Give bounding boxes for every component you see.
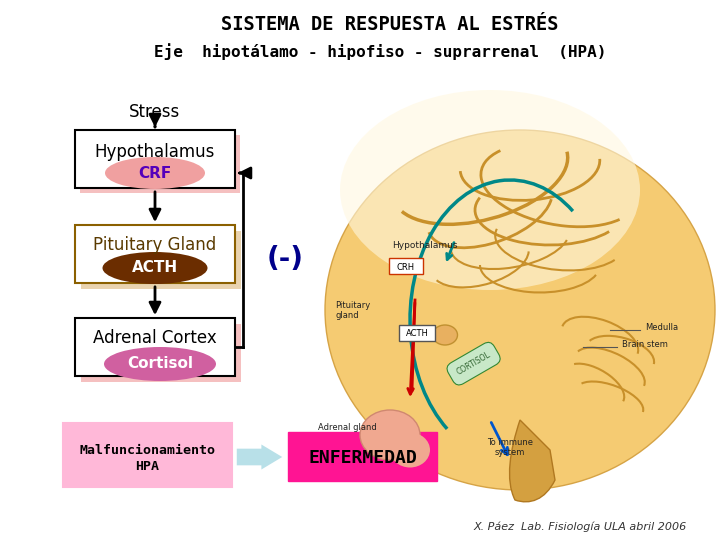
FancyBboxPatch shape xyxy=(288,432,437,481)
Ellipse shape xyxy=(360,410,420,460)
FancyBboxPatch shape xyxy=(81,324,241,382)
Text: Cortisol: Cortisol xyxy=(127,356,193,372)
Text: Medulla: Medulla xyxy=(645,323,678,332)
Ellipse shape xyxy=(104,347,216,381)
Ellipse shape xyxy=(325,130,715,490)
FancyBboxPatch shape xyxy=(63,423,232,487)
FancyBboxPatch shape xyxy=(75,225,235,283)
FancyBboxPatch shape xyxy=(81,231,241,289)
Ellipse shape xyxy=(340,90,640,290)
Text: Pituitary Gland: Pituitary Gland xyxy=(94,236,217,254)
Text: X. Páez  Lab. Fisiología ULA abril 2006: X. Páez Lab. Fisiología ULA abril 2006 xyxy=(473,522,687,532)
FancyBboxPatch shape xyxy=(389,258,423,274)
Text: Malfuncionamiento: Malfuncionamiento xyxy=(79,444,215,457)
Text: Adrenal gland: Adrenal gland xyxy=(318,423,377,432)
Text: Adrenal Cortex: Adrenal Cortex xyxy=(93,329,217,347)
Ellipse shape xyxy=(102,252,207,284)
Text: To immune
system: To immune system xyxy=(487,437,533,457)
FancyBboxPatch shape xyxy=(75,318,235,376)
Text: Stress: Stress xyxy=(130,103,181,121)
Text: CORTISOL: CORTISOL xyxy=(455,350,492,377)
PathPatch shape xyxy=(510,420,555,502)
Text: CRH: CRH xyxy=(397,262,415,272)
Ellipse shape xyxy=(105,157,205,189)
Text: ACTH: ACTH xyxy=(405,329,428,339)
Text: ACTH: ACTH xyxy=(132,260,178,275)
Text: Hypothalamus: Hypothalamus xyxy=(95,143,215,161)
Text: Pituitary
gland: Pituitary gland xyxy=(335,301,370,320)
FancyArrowPatch shape xyxy=(237,444,282,469)
Text: HPA: HPA xyxy=(135,461,160,474)
Text: (-): (-) xyxy=(266,245,304,273)
Text: Eje  hipotálamo - hipofiso - suprarrenal  (HPA): Eje hipotálamo - hipofiso - suprarrenal … xyxy=(154,44,606,60)
Ellipse shape xyxy=(433,325,457,345)
FancyBboxPatch shape xyxy=(399,325,435,341)
FancyBboxPatch shape xyxy=(75,130,235,188)
FancyBboxPatch shape xyxy=(80,135,240,193)
Text: Hypothalamus: Hypothalamus xyxy=(392,241,457,250)
Text: Brain stem: Brain stem xyxy=(622,340,668,349)
Ellipse shape xyxy=(390,433,430,468)
Text: ENFERMEDAD: ENFERMEDAD xyxy=(308,449,417,467)
Text: CRF: CRF xyxy=(138,165,171,180)
Text: SISTEMA DE RESPUESTA AL ESTRÉS: SISTEMA DE RESPUESTA AL ESTRÉS xyxy=(221,16,559,35)
